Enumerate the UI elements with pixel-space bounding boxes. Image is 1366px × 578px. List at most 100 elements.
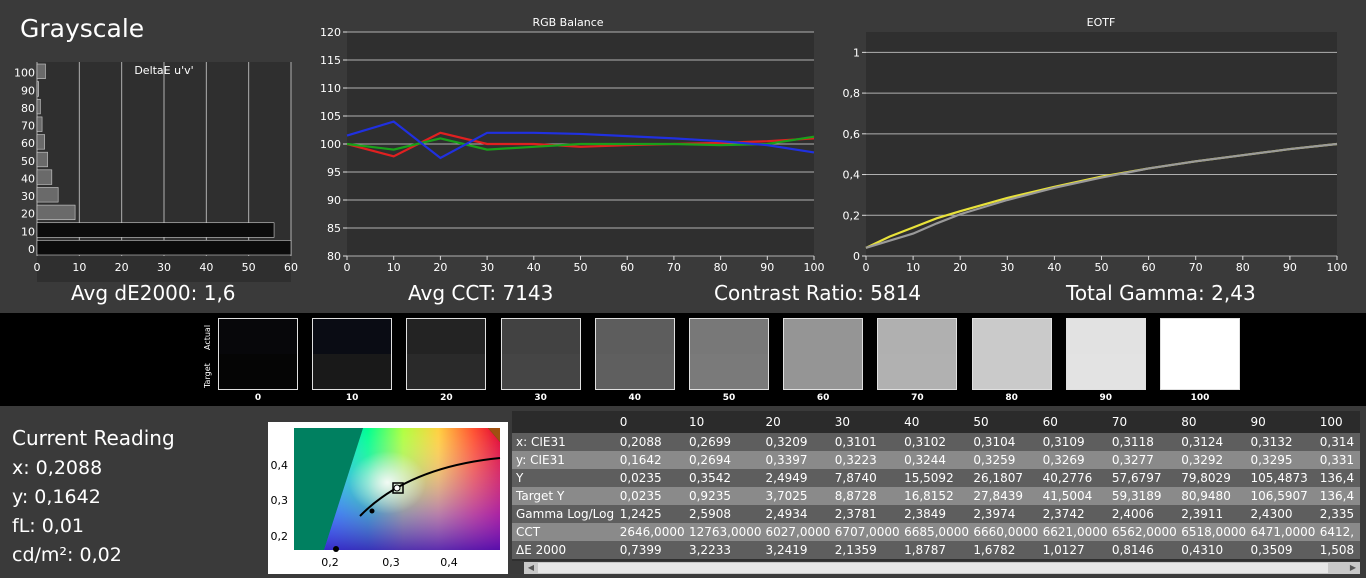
table-cell: 3,2419 bbox=[761, 541, 831, 559]
swatch-actual bbox=[407, 319, 486, 354]
swatch-label: 70 bbox=[911, 393, 924, 403]
target-side-label: Target bbox=[203, 363, 212, 388]
xtick-label: 20 bbox=[953, 261, 967, 274]
deltae-ytick: 100 bbox=[14, 67, 35, 80]
series-line-blue bbox=[346, 120, 815, 160]
table-row[interactable]: Target Y 0,0235 0,9235 3,7025 8,8728 16,8152 2… bbox=[512, 487, 1360, 505]
scroll-right-icon[interactable]: ▶ bbox=[1349, 563, 1357, 572]
table-row[interactable]: CCT 2646,0000 12763,0000 6027,0000 6707,0000… bbox=[512, 523, 1360, 541]
column-header[interactable]: 30 bbox=[830, 411, 901, 433]
deltae-xtick: 20 bbox=[115, 261, 129, 274]
table-cell: 0,0235 bbox=[615, 469, 685, 487]
table-cell: 6685,0000 bbox=[900, 523, 970, 541]
column-header[interactable]: 40 bbox=[900, 411, 970, 433]
column-header[interactable]: 0 bbox=[615, 411, 685, 433]
cie-xtick: 0,3 bbox=[382, 556, 400, 569]
column-header[interactable]: 70 bbox=[1107, 411, 1178, 433]
avg-de-stat: Avg dE2000: 1,6 bbox=[71, 281, 236, 305]
table-cell: 0,3292 bbox=[1177, 451, 1247, 469]
table-cell: 0,3102 bbox=[900, 433, 970, 451]
table-cell: 136,4 bbox=[1315, 487, 1360, 505]
column-header[interactable]: 80 bbox=[1177, 411, 1247, 433]
column-header[interactable]: 10 bbox=[684, 411, 762, 433]
swatch-60 bbox=[783, 318, 864, 390]
ytick-label: 0 bbox=[853, 250, 860, 263]
swatch-label: 50 bbox=[722, 393, 736, 403]
deltae-bar bbox=[36, 169, 53, 185]
eotf-chart: 00,20,40,60,810 10 20 30 40 50 60 70 80 90 100 EOT… bbox=[843, 16, 1348, 274]
swatch-label: 80 bbox=[1005, 393, 1018, 403]
table-cell: 26,1807 bbox=[969, 469, 1039, 487]
table-cell: 2,3781 bbox=[830, 505, 901, 523]
table-cell: 1,6782 bbox=[969, 541, 1039, 559]
swatch-actual bbox=[1161, 319, 1239, 354]
swatch-target bbox=[595, 354, 674, 389]
column-header[interactable]: 50 bbox=[969, 411, 1039, 433]
table-row[interactable]: y: CIE31 0,1642 0,2694 0,3397 0,3223 0,3244 0,… bbox=[512, 451, 1360, 469]
table-cell: 1,508 bbox=[1315, 541, 1360, 559]
table-cell: 59,3189 bbox=[1107, 487, 1178, 505]
table-cell: 2,1359 bbox=[830, 541, 901, 559]
deltae-ytick: 0 bbox=[28, 243, 35, 256]
row-label: x: CIE31 bbox=[512, 433, 616, 451]
table-cell: 0,3124 bbox=[1177, 433, 1247, 451]
deltae-xtick: 40 bbox=[199, 261, 213, 274]
deltae-bar bbox=[36, 240, 292, 256]
cie-outside-region bbox=[294, 428, 363, 550]
swatch-target bbox=[690, 354, 768, 389]
table-cell: 0,331 bbox=[1315, 451, 1360, 469]
column-header[interactable] bbox=[512, 411, 616, 433]
deltae-bar bbox=[36, 151, 48, 168]
swatch-target bbox=[219, 354, 297, 389]
deltae-ytick: 70 bbox=[21, 120, 35, 133]
deltae-ytick: 60 bbox=[21, 137, 35, 150]
deltae-ytick: 40 bbox=[21, 172, 35, 185]
table-cell: 0,8146 bbox=[1107, 541, 1178, 559]
table-row[interactable]: Gamma Log/Log 1,2425 2,5908 2,4934 2,3781 2,3… bbox=[512, 505, 1360, 523]
swatch-actual bbox=[878, 319, 957, 354]
xtick-label: 80 bbox=[714, 261, 728, 274]
table-row[interactable]: ΔE 2000 0,7399 3,2233 3,2419 2,1359 1,8787 1,6… bbox=[512, 541, 1360, 559]
xtick-label: 60 bbox=[620, 261, 634, 274]
row-label: Target Y bbox=[512, 487, 616, 505]
swatch-20 bbox=[406, 318, 487, 390]
xtick-label: 40 bbox=[1047, 261, 1061, 274]
swatch-label: 10 bbox=[345, 393, 359, 403]
measurement-table[interactable]: 0 10 20 30 40 50 60 70 80 90 100 x: CIE31 0,2088 0,26… bbox=[512, 411, 1360, 561]
column-header[interactable]: 20 bbox=[761, 411, 831, 433]
scrollbar-thumb[interactable] bbox=[538, 563, 1328, 573]
xtick-label: 10 bbox=[387, 261, 401, 274]
table-row[interactable]: x: CIE31 0,2088 0,2699 0,3209 0,3101 0,3102 0,… bbox=[512, 433, 1360, 451]
swatch-actual bbox=[1066, 319, 1145, 354]
table-cell: 6412, bbox=[1315, 523, 1360, 541]
cie-chromaticity-diagram: 0,4 0,3 0,2 0,2 0,3 0,4 bbox=[268, 422, 508, 574]
table-cell: 12763,0000 bbox=[684, 523, 762, 541]
scroll-left-icon[interactable]: ◀ bbox=[527, 563, 535, 572]
deltae-bar bbox=[36, 134, 45, 150]
column-header[interactable]: 60 bbox=[1038, 411, 1108, 433]
avg-cct-stat: Avg CCT: 7143 bbox=[408, 281, 554, 305]
row-label: Y bbox=[512, 469, 616, 487]
column-header[interactable]: 100 bbox=[1315, 411, 1360, 433]
swatch-target bbox=[1066, 354, 1145, 389]
deltae-xtick: 10 bbox=[72, 261, 86, 274]
table-cell: 1,0127 bbox=[1038, 541, 1108, 559]
table-cell: 0,3277 bbox=[1107, 451, 1178, 469]
reading-point bbox=[369, 508, 375, 514]
swatch-50 bbox=[689, 318, 769, 390]
swatch-actual bbox=[313, 319, 392, 354]
series-line-target bbox=[865, 142, 1338, 249]
table-cell: 0,314 bbox=[1315, 433, 1360, 451]
table-cell: 1,8787 bbox=[900, 541, 970, 559]
table-row[interactable]: Y 0,0235 0,3542 2,4949 7,8740 15,5092 26,1807 4… bbox=[512, 469, 1360, 487]
deltae-ytick: 10 bbox=[21, 225, 35, 238]
table-cell: 6621,0000 bbox=[1038, 523, 1108, 541]
xtick-label: 10 bbox=[906, 261, 920, 274]
table-cell: 6660,0000 bbox=[969, 523, 1039, 541]
table-cell: 2,3849 bbox=[900, 505, 970, 523]
deltae-bar bbox=[36, 116, 43, 132]
cie-xtick: 0,4 bbox=[440, 556, 458, 569]
column-header[interactable]: 90 bbox=[1246, 411, 1316, 433]
deltae-ytick: 90 bbox=[21, 84, 35, 97]
table-cell: 136,4 bbox=[1315, 469, 1360, 487]
